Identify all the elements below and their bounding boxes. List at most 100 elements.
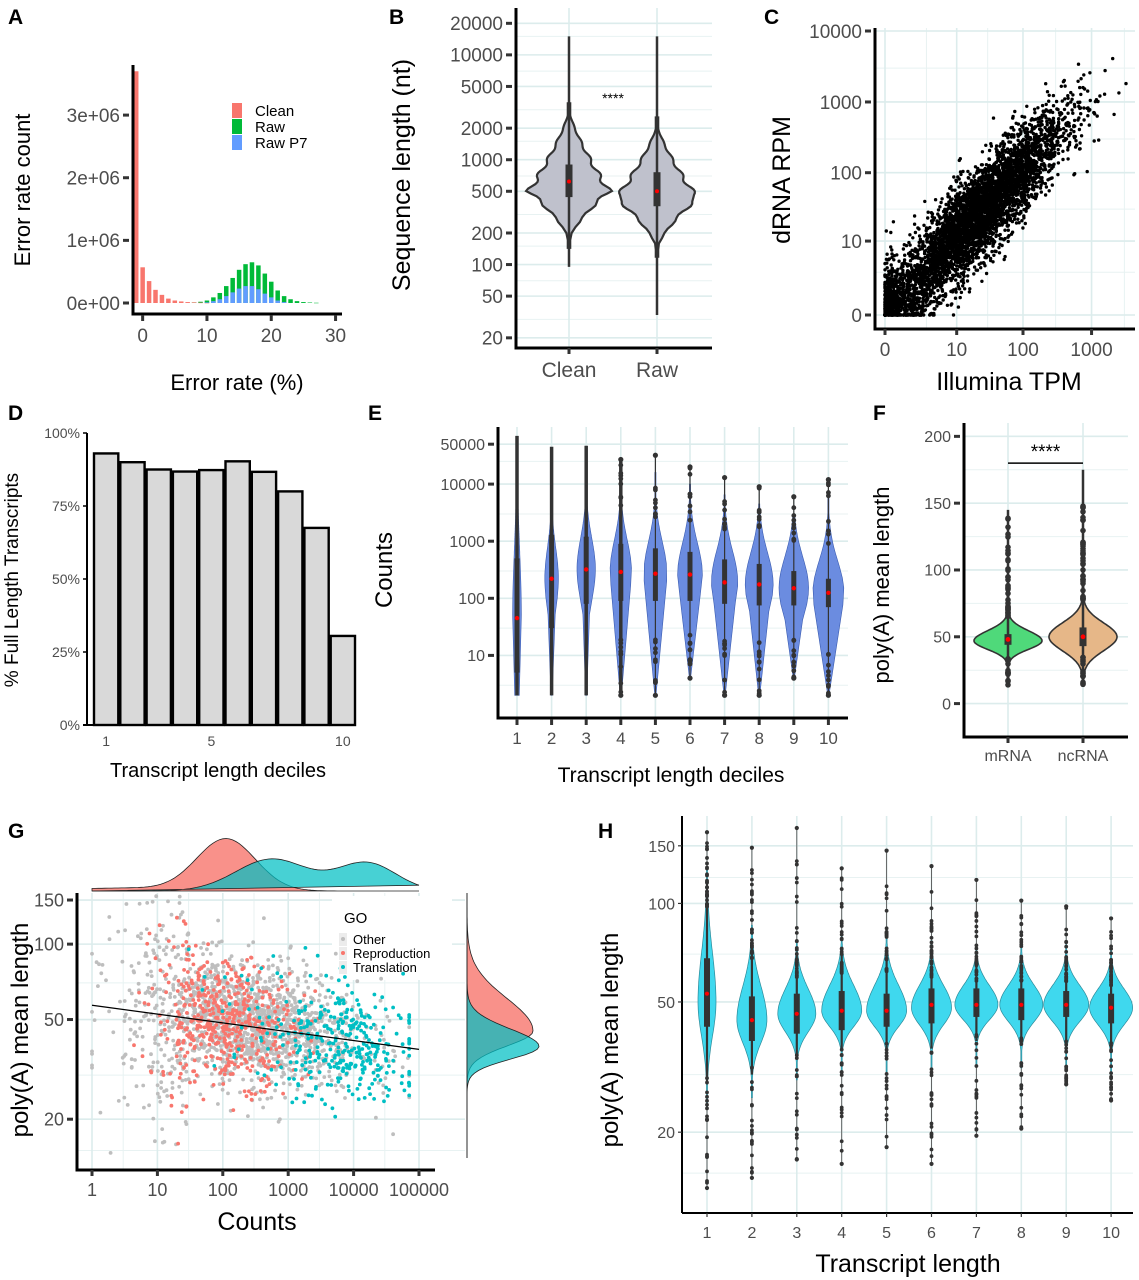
data-point: [1016, 122, 1021, 126]
data-point: [1028, 171, 1033, 175]
data-point: [1003, 236, 1007, 241]
outlier-point: [756, 484, 762, 490]
outlier-point: [722, 521, 727, 527]
data-point: [966, 197, 970, 201]
data-point: [961, 206, 965, 211]
data-point: [1021, 170, 1025, 175]
bar-raw: [294, 301, 300, 303]
data-point: [930, 221, 934, 225]
mean-point: [653, 571, 658, 576]
data-point: [1087, 123, 1092, 127]
data-point: [983, 215, 987, 219]
data-point: [1063, 136, 1068, 141]
data-point: [940, 289, 945, 293]
data-point: [1016, 217, 1020, 221]
bar-raw: [262, 273, 268, 303]
data-point: [978, 223, 982, 227]
data-point: [1015, 177, 1019, 182]
y-tick-label: 20: [482, 329, 503, 350]
data-point: [936, 212, 940, 216]
data-point: [1028, 136, 1033, 140]
bar-raw-p7: [262, 293, 268, 303]
data-point: [990, 217, 994, 222]
data-point: [954, 287, 958, 291]
mean-point: [757, 582, 762, 587]
data-point: [1082, 118, 1086, 122]
outlier-point: [791, 494, 797, 500]
data-point: [1031, 131, 1036, 136]
data-point: [958, 275, 962, 279]
data-point: [1056, 147, 1060, 152]
bar-decile-4: [171, 470, 199, 727]
data-point: [966, 274, 970, 278]
data-point: [970, 227, 974, 232]
x-tick-label: 6: [685, 729, 694, 748]
data-point: [956, 201, 960, 205]
data-point: [1056, 172, 1060, 177]
data-point: [990, 249, 994, 254]
data-point: [909, 302, 913, 307]
outlier-point: [653, 650, 658, 656]
data-point: [930, 261, 934, 265]
y-tick-label: 10000: [809, 22, 862, 43]
y-tick-label: 1000: [461, 151, 503, 172]
outlier-point: [653, 657, 658, 663]
data-point: [951, 254, 955, 259]
data-point: [992, 214, 996, 219]
data-point: [962, 187, 967, 191]
outlier-point: [756, 652, 762, 657]
data-point: [901, 247, 906, 251]
data-point: [1000, 219, 1004, 224]
data-point: [897, 299, 901, 304]
bar-raw: [198, 301, 203, 303]
outlier-point: [826, 518, 831, 524]
data-point: [940, 250, 944, 255]
data-point: [1014, 193, 1018, 197]
outlier-point: [618, 680, 624, 686]
data-point: [977, 176, 982, 180]
data-point: [889, 263, 893, 267]
scatter-points: [883, 56, 1128, 317]
data-point: [1005, 158, 1009, 162]
outlier-point: [653, 505, 658, 511]
bar-raw-p7: [230, 292, 235, 303]
data-point: [968, 192, 972, 196]
data-point: [928, 293, 933, 297]
data-point: [972, 174, 976, 178]
data-point: [1061, 157, 1065, 162]
data-point: [1002, 257, 1006, 262]
data-point: [987, 157, 991, 161]
data-point: [910, 309, 914, 313]
data-point: [1020, 203, 1024, 207]
legend-swatch: [232, 119, 242, 134]
data-point: [1004, 177, 1008, 182]
data-point: [1014, 153, 1018, 158]
bar-raw-p7: [217, 299, 223, 303]
data-point: [1011, 204, 1015, 208]
mean-point: [791, 586, 796, 591]
y-tick-label: 2e+06: [67, 169, 120, 190]
data-point: [1066, 94, 1070, 98]
data-point: [1078, 147, 1082, 151]
data-point: [1058, 143, 1062, 148]
data-point: [983, 209, 988, 213]
data-point: [993, 168, 997, 172]
data-point: [975, 242, 980, 247]
data-point: [940, 274, 945, 279]
data-point: [1007, 132, 1011, 137]
data-point: [901, 313, 906, 317]
data-point: [1014, 221, 1019, 225]
bar-raw-p7: [249, 286, 255, 303]
mean-point: [514, 615, 520, 621]
data-point: [901, 285, 905, 289]
data-point: [991, 203, 996, 207]
data-point: [1054, 99, 1059, 104]
data-point: [1057, 117, 1061, 121]
bar-raw: [269, 281, 274, 303]
data-point: [1009, 162, 1013, 167]
x-tick-label: 1: [102, 733, 110, 749]
bar-raw: [230, 277, 235, 303]
data-point: [927, 286, 931, 290]
data-point: [951, 223, 955, 228]
